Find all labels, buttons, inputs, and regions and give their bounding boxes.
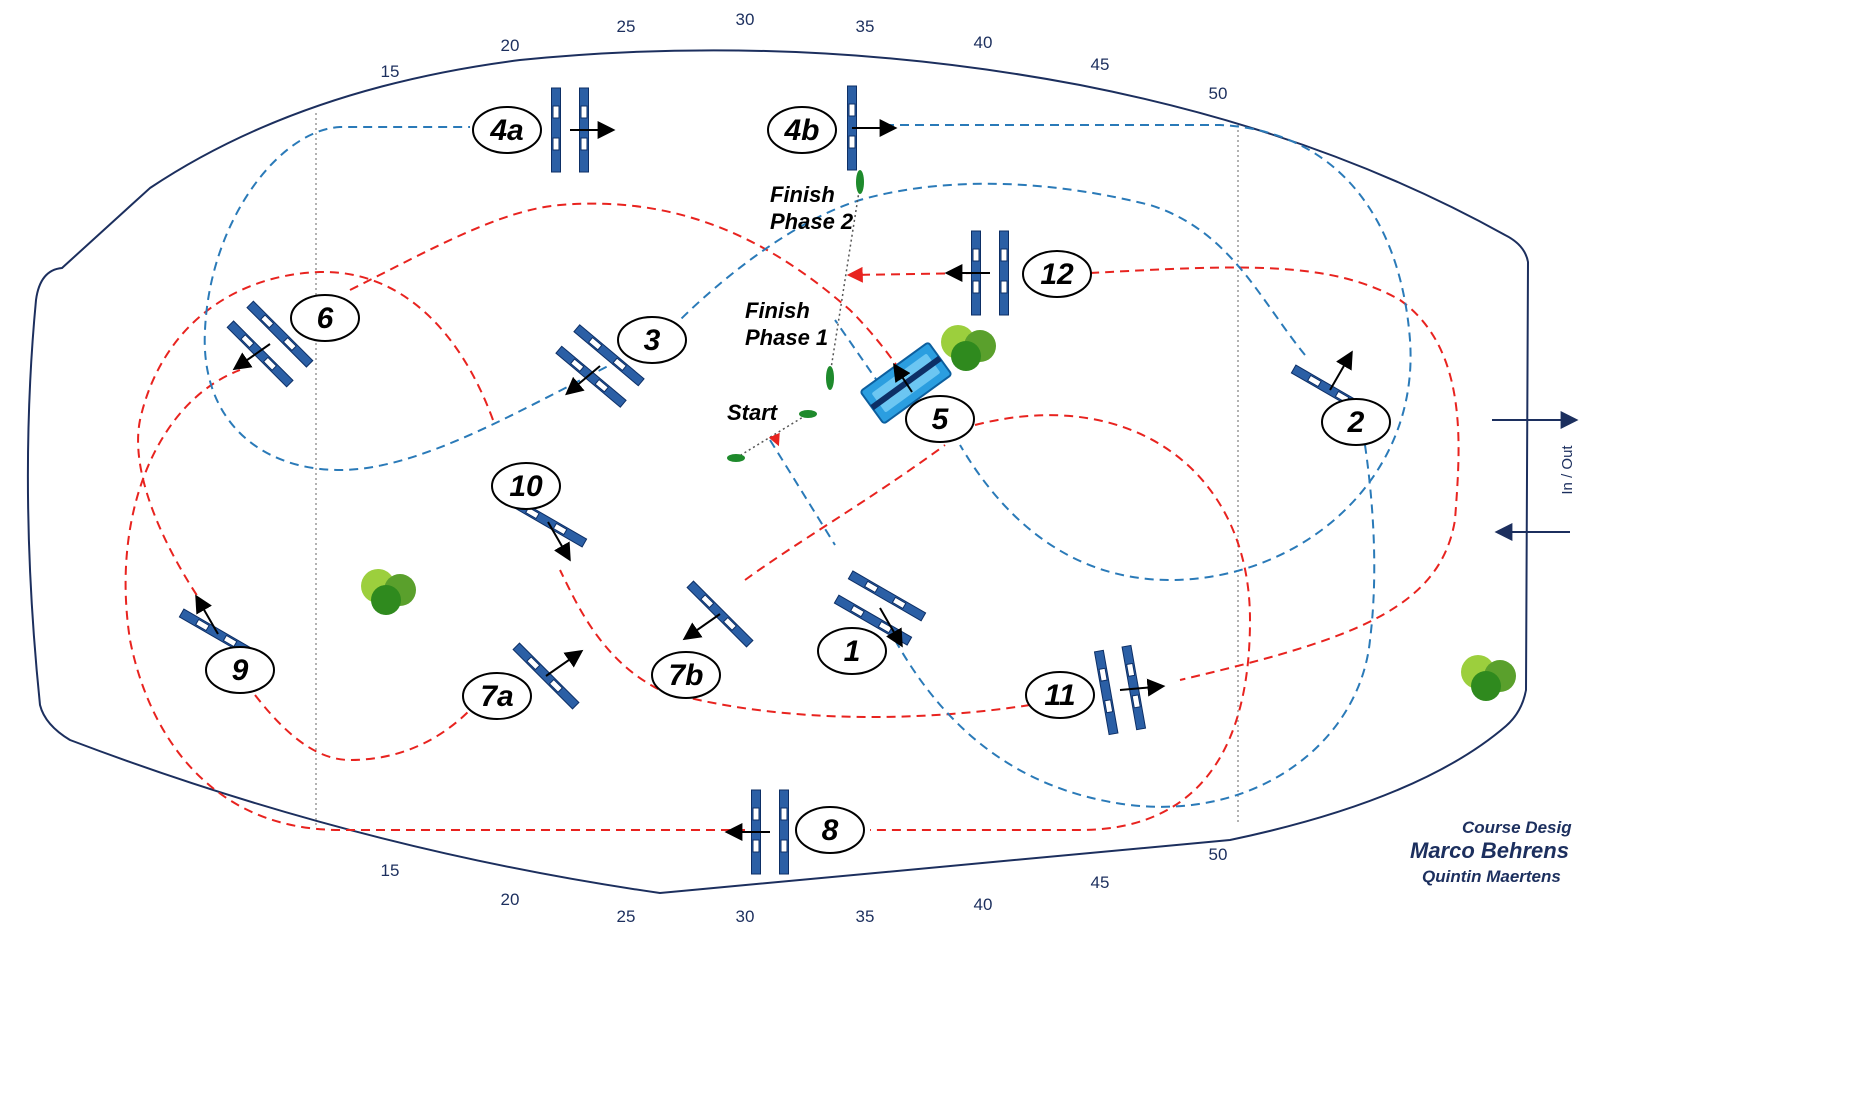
tick-bottom-40: 40 <box>974 895 993 914</box>
svg-text:7a: 7a <box>480 680 513 713</box>
fence-label-2: 2 <box>1321 398 1391 446</box>
fence-11-icon <box>1093 644 1147 736</box>
fence-label-4b: 4b <box>767 106 837 154</box>
svg-text:7b: 7b <box>668 659 703 692</box>
tick-top-30: 30 <box>736 10 755 29</box>
finish-phase2-label-line2: Phase 2 <box>770 209 854 234</box>
fence-label-6: 6 <box>290 294 360 342</box>
fence-6-direction-arrow <box>232 343 271 371</box>
fence-7b-direction-arrow <box>682 613 721 641</box>
svg-text:10: 10 <box>509 470 543 503</box>
svg-text:4b: 4b <box>783 114 819 147</box>
fence-2-direction-arrow <box>1329 350 1353 391</box>
fence-3-direction-arrow <box>565 365 601 396</box>
tick-top-45: 45 <box>1091 55 1110 74</box>
fence-7a-direction-arrow <box>545 649 584 677</box>
svg-text:2: 2 <box>1347 406 1365 439</box>
fence-label-7b: 7b <box>651 651 721 699</box>
tick-bottom-35: 35 <box>856 907 875 926</box>
fence-1-direction-arrow <box>879 607 903 648</box>
tick-top-40: 40 <box>974 33 993 52</box>
fence-9-direction-arrow <box>195 594 219 635</box>
svg-text:6: 6 <box>317 302 334 335</box>
finish-phase1-label-line1: Finish <box>745 298 810 323</box>
fence-label-11: 11 <box>1025 671 1095 719</box>
tick-bottom-50: 50 <box>1209 845 1228 864</box>
fence-label-10: 10 <box>491 462 561 510</box>
fence-label-4a: 4a <box>472 106 542 154</box>
tick-bottom-45: 45 <box>1091 873 1110 892</box>
svg-text:8: 8 <box>822 814 839 847</box>
svg-text:9: 9 <box>232 654 249 687</box>
tick-bottom-20: 20 <box>501 890 520 909</box>
fence-3-icon <box>555 324 645 408</box>
svg-text:5: 5 <box>932 403 950 436</box>
credit-line1: Course Desig <box>1462 818 1572 837</box>
fence-11-direction-arrow <box>1119 678 1166 697</box>
tick-top-25: 25 <box>617 17 636 36</box>
tick-bottom-25: 25 <box>617 907 636 926</box>
tree-icon <box>361 569 416 615</box>
tick-top-20: 20 <box>501 36 520 55</box>
arena-outline <box>26 49 1530 895</box>
svg-text:3: 3 <box>644 324 661 357</box>
finish-phase2-label-line1: Finish <box>770 182 835 207</box>
svg-text:12: 12 <box>1040 258 1074 291</box>
fence-label-7a: 7a <box>462 672 532 720</box>
fence-label-12: 12 <box>1022 250 1092 298</box>
tick-top-35: 35 <box>856 17 875 36</box>
fence-label-8: 8 <box>795 806 865 854</box>
timing-gear <box>727 170 864 462</box>
credit-designer-name: Marco Behrens <box>1410 838 1569 863</box>
route-phase1 <box>124 202 1460 831</box>
finish-phase1-label-line2: Phase 1 <box>745 325 828 350</box>
start-label: Start <box>727 400 779 425</box>
svg-text:4a: 4a <box>489 114 523 147</box>
tick-bottom-30: 30 <box>736 907 755 926</box>
fence-label-3: 3 <box>617 316 687 364</box>
route-phase2 <box>203 124 1412 808</box>
fence-label-5: 5 <box>905 395 975 443</box>
credit-line3: Quintin Maertens <box>1422 867 1561 886</box>
svg-text:1: 1 <box>844 635 861 668</box>
fence-label-1: 1 <box>817 627 887 675</box>
tree-icon <box>1461 655 1516 701</box>
tree-icon <box>941 325 996 371</box>
tick-top-15: 15 <box>381 62 400 81</box>
fence-6-icon <box>226 300 314 388</box>
fence-10-direction-arrow <box>547 521 571 562</box>
gate-label: In / Out <box>1559 445 1576 495</box>
fence-5-direction-arrow <box>893 362 913 393</box>
svg-text:11: 11 <box>1044 679 1075 712</box>
fence-label-9: 9 <box>205 646 275 694</box>
tick-top-50: 50 <box>1209 84 1228 103</box>
tick-bottom-15: 15 <box>381 861 400 880</box>
